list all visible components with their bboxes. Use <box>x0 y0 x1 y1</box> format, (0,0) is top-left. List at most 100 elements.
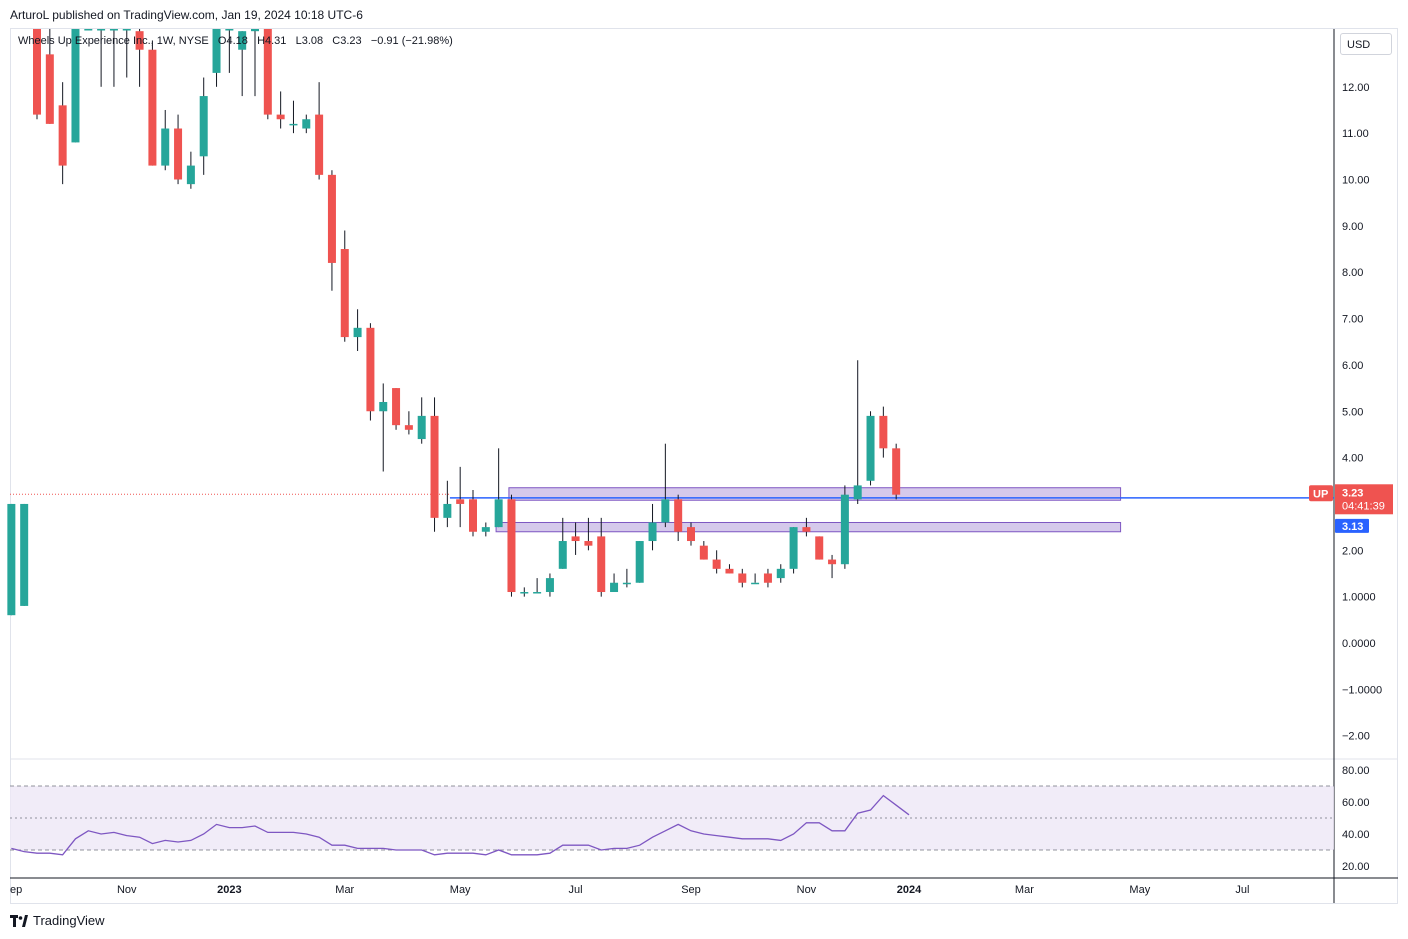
candle[interactable] <box>225 29 234 73</box>
candle[interactable] <box>404 411 413 435</box>
candle[interactable] <box>622 568 631 588</box>
candle[interactable] <box>571 522 580 555</box>
candle[interactable] <box>161 109 170 171</box>
candle[interactable] <box>20 503 29 606</box>
candle[interactable] <box>97 29 106 87</box>
tradingview-logo-icon <box>10 914 28 927</box>
candle[interactable] <box>661 443 670 528</box>
candle[interactable] <box>597 517 606 597</box>
candle[interactable] <box>776 564 785 583</box>
currency-button[interactable]: USD <box>1340 33 1392 55</box>
candle[interactable] <box>828 554 837 579</box>
candle[interactable] <box>520 587 529 597</box>
candle[interactable] <box>674 494 683 542</box>
candle[interactable] <box>327 170 336 291</box>
candle[interactable] <box>699 541 708 560</box>
candle-body <box>161 128 170 166</box>
price-tick-label: 0.0000 <box>1342 638 1376 650</box>
candle[interactable] <box>712 550 721 574</box>
candle-body <box>353 327 362 338</box>
candle[interactable] <box>366 323 375 421</box>
candle-body <box>315 114 324 175</box>
candle[interactable] <box>315 82 324 180</box>
candle[interactable] <box>353 309 362 351</box>
candle[interactable] <box>648 503 657 551</box>
candle[interactable] <box>533 578 542 594</box>
candle[interactable] <box>802 517 811 537</box>
candle[interactable] <box>302 114 311 134</box>
candle[interactable] <box>417 397 426 444</box>
candle-body <box>597 536 606 593</box>
candle[interactable] <box>148 40 157 166</box>
candle[interactable] <box>840 485 849 569</box>
time-tick-label: Nov <box>117 884 137 896</box>
candle[interactable] <box>545 573 554 597</box>
zone-1[interactable] <box>508 487 1122 501</box>
candle[interactable] <box>340 230 349 342</box>
candle[interactable] <box>610 573 619 593</box>
level-tag: 3.13 <box>1335 518 1369 533</box>
candle[interactable] <box>456 466 465 528</box>
price-tick-label: 2.00 <box>1342 545 1363 557</box>
legend-open: O4.18 <box>217 35 248 47</box>
candle[interactable] <box>84 29 93 31</box>
candle[interactable] <box>263 29 272 120</box>
candle[interactable] <box>892 443 901 500</box>
candle[interactable] <box>135 29 144 87</box>
candle[interactable] <box>379 383 388 472</box>
candle[interactable] <box>469 490 477 537</box>
candle[interactable] <box>186 151 195 189</box>
candle[interactable] <box>251 29 259 97</box>
candle[interactable] <box>635 541 644 583</box>
legend-symbol: Wheels Up Experience Inc., 1W, NYSE <box>18 35 209 47</box>
candle-body <box>302 119 311 129</box>
candle[interactable] <box>122 29 131 78</box>
rsi-pane <box>10 785 1334 856</box>
candle[interactable] <box>815 536 824 560</box>
candle[interactable] <box>109 29 118 87</box>
candle[interactable] <box>789 527 798 574</box>
legend-change: −0.91 (−21.98%) <box>370 35 453 47</box>
candle[interactable] <box>430 397 439 532</box>
candle[interactable] <box>199 77 208 175</box>
candle-body <box>776 568 785 579</box>
candle-body <box>379 401 388 412</box>
candle[interactable] <box>751 573 760 585</box>
candle[interactable] <box>71 29 80 143</box>
candle[interactable] <box>392 388 401 430</box>
candle[interactable] <box>494 448 503 528</box>
candle-body <box>545 578 554 593</box>
candle[interactable] <box>238 31 247 97</box>
candle-body <box>212 29 221 73</box>
candle[interactable] <box>687 522 695 546</box>
candle-body <box>443 503 452 518</box>
price-tag-symbol-bg <box>1309 485 1333 502</box>
candle[interactable] <box>507 494 516 597</box>
price-tag-countdown: 04:41:39 <box>1342 500 1385 512</box>
candle[interactable] <box>276 91 285 129</box>
candle-body <box>558 541 567 569</box>
candle[interactable] <box>725 564 734 574</box>
candle[interactable] <box>289 100 298 134</box>
candle[interactable] <box>558 517 567 569</box>
candle[interactable] <box>7 503 16 616</box>
price-tick-label: 11.00 <box>1342 128 1369 140</box>
candle[interactable] <box>481 522 490 537</box>
candle[interactable] <box>212 29 221 87</box>
candle[interactable] <box>879 406 888 458</box>
candle[interactable] <box>33 29 41 120</box>
rsi-line[interactable] <box>11 794 910 856</box>
candle[interactable] <box>58 82 67 185</box>
candle[interactable] <box>174 114 183 185</box>
candle[interactable] <box>738 568 747 588</box>
candle-body <box>84 29 93 31</box>
candle[interactable] <box>45 29 54 124</box>
candle[interactable] <box>853 360 862 504</box>
candle-body <box>135 31 144 50</box>
candle[interactable] <box>443 480 452 528</box>
candle[interactable] <box>866 411 875 486</box>
candle-body <box>7 503 16 616</box>
candle[interactable] <box>584 517 593 551</box>
candle[interactable] <box>763 568 772 588</box>
